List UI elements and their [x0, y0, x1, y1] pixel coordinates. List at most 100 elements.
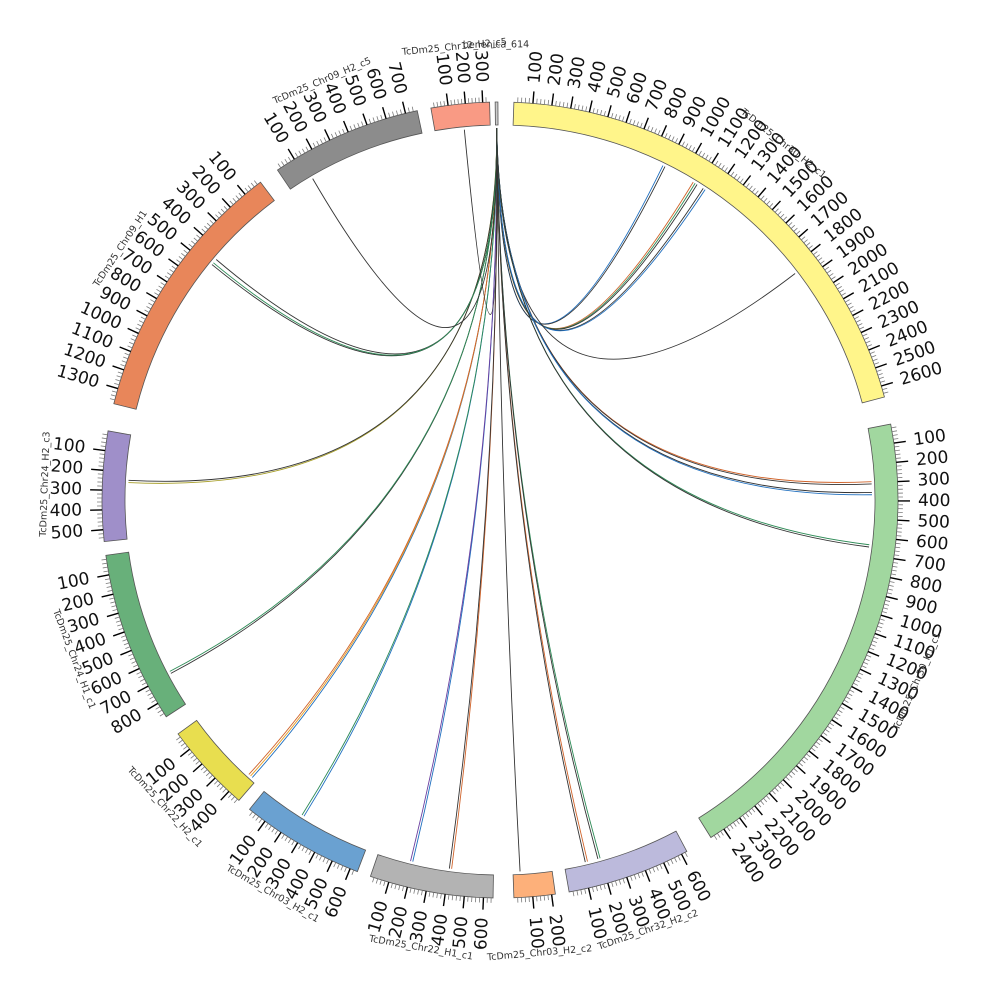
minor-tick [803, 756, 809, 761]
minor-tick [394, 884, 397, 890]
minor-tick [801, 759, 806, 764]
minor-tick [137, 323, 143, 327]
major-tick [290, 842, 299, 854]
minor-tick [253, 180, 258, 185]
minor-tick [858, 672, 864, 676]
minor-tick [730, 171, 735, 177]
minor-tick [104, 578, 110, 581]
minor-tick [657, 130, 661, 135]
minor-tick [102, 566, 108, 569]
link-strand [496, 128, 586, 863]
minor-tick [118, 627, 124, 631]
major-tick [381, 106, 387, 119]
major-tick [287, 148, 295, 160]
minor-tick [891, 426, 897, 429]
minor-tick [264, 823, 269, 828]
minor-tick [793, 768, 798, 773]
minor-tick [110, 601, 116, 604]
segment-tcdm25-chr30-h2-c1: 1002003004005006007008009001000110012001… [512, 50, 945, 404]
link-strand [496, 128, 706, 332]
minor-tick [865, 340, 871, 344]
major-tick [831, 719, 843, 727]
minor-tick [720, 831, 724, 836]
minor-tick [835, 712, 841, 717]
minor-tick [169, 269, 174, 273]
major-tick [93, 448, 106, 452]
major-tick [112, 631, 125, 637]
minor-tick [881, 611, 887, 614]
minor-tick [103, 570, 109, 573]
minor-tick [136, 671, 142, 675]
major-tick [236, 184, 246, 195]
minor-tick [144, 309, 150, 313]
minor-tick [312, 142, 316, 148]
minor-tick [433, 102, 435, 108]
minor-tick [284, 159, 288, 164]
minor-tick [450, 99, 452, 106]
minor-tick [675, 138, 678, 143]
minor-tick [201, 228, 206, 233]
minor-tick [277, 163, 282, 169]
minor-tick [724, 167, 728, 172]
minor-tick [801, 236, 806, 241]
link-tcdm25-chr09-h1-16 [215, 128, 498, 355]
tick-label: 200 [50, 456, 84, 478]
major-tick [851, 685, 863, 693]
link-strand [251, 128, 498, 778]
tick-label: 500 [450, 915, 473, 949]
minor-tick [183, 249, 188, 254]
minor-tick [315, 853, 319, 859]
minor-tick [195, 760, 200, 765]
major-tick [168, 258, 179, 267]
minor-tick [222, 788, 227, 793]
minor-tick [826, 269, 832, 274]
link-tcdm25-chr12-h2-c5-19 [463, 128, 498, 315]
tick-label: 200 [451, 50, 474, 84]
major-tick [106, 384, 119, 390]
minor-tick [677, 855, 681, 861]
minor-tick [845, 299, 850, 303]
minor-tick [109, 597, 115, 600]
minor-tick [333, 862, 337, 868]
minor-tick [892, 565, 898, 568]
minor-tick [440, 101, 442, 107]
minor-tick [109, 398, 115, 401]
minor-tick [585, 106, 588, 112]
minor-tick [853, 682, 858, 686]
minor-tick [576, 890, 579, 896]
minor-tick [443, 100, 446, 106]
major-tick [192, 763, 203, 773]
minor-tick [815, 741, 821, 746]
major-tick [588, 100, 593, 113]
major-tick [532, 896, 535, 909]
minor-tick [684, 852, 688, 857]
link-strand [128, 128, 498, 482]
minor-tick [101, 441, 107, 444]
minor-tick [268, 825, 272, 831]
link-strand [496, 128, 521, 872]
major-tick [551, 93, 555, 106]
minor-tick [763, 798, 768, 803]
link-tcdm25-chr22-h2-c1-13 [248, 128, 498, 778]
major-tick [867, 650, 880, 657]
minor-tick [879, 618, 885, 621]
minor-tick [866, 654, 872, 658]
minor-tick [216, 783, 221, 788]
minor-tick [123, 642, 129, 646]
segment-benenica-614: benenica_614 [463, 39, 529, 126]
minor-tick [733, 173, 738, 179]
tick-label: 300 [49, 479, 82, 500]
minor-tick [121, 635, 126, 638]
minor-tick [603, 110, 606, 116]
link-strand [169, 128, 498, 672]
minor-tick [233, 798, 238, 804]
minor-tick [128, 653, 134, 657]
major-tick [711, 152, 719, 164]
minor-tick [368, 118, 372, 124]
minor-tick [562, 102, 565, 108]
minor-tick [721, 165, 725, 170]
minor-tick [629, 118, 632, 124]
minor-tick [718, 162, 722, 168]
